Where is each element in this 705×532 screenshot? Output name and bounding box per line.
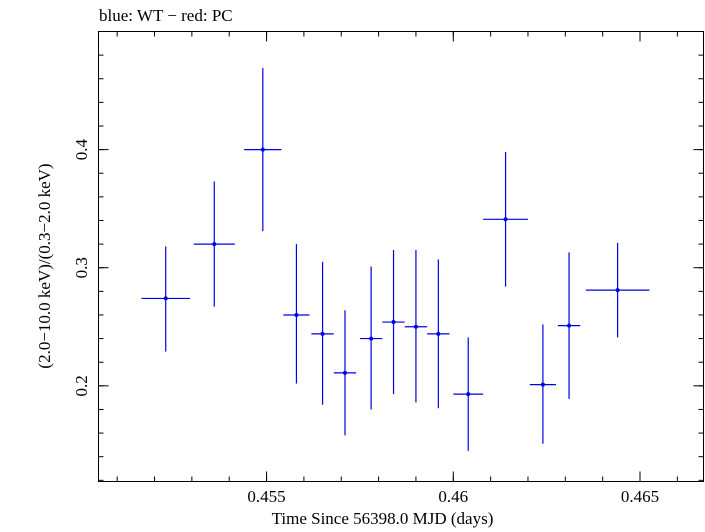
data-marker [294, 312, 299, 317]
data-marker [567, 323, 572, 328]
data-marker [391, 320, 396, 325]
data-marker [436, 331, 441, 336]
data-marks [141, 68, 650, 451]
data-marker [503, 217, 508, 222]
x-tick-label: 0.46 [438, 487, 468, 506]
data-marker [466, 392, 471, 397]
y-tick-label: 0.3 [72, 257, 91, 278]
data-point [453, 337, 484, 451]
data-point [193, 181, 235, 307]
data-point [359, 266, 383, 410]
data-marker [369, 336, 374, 341]
plot-frame [98, 31, 704, 482]
data-marker [342, 370, 347, 375]
data-point [283, 244, 310, 384]
x-tick-label: 0.455 [247, 487, 285, 506]
y-axis-label: (2.0−10.0 keV)/(0.3−2.0 keV) [35, 163, 54, 368]
data-marker [260, 147, 265, 152]
data-point [333, 310, 357, 436]
data-point [557, 252, 581, 399]
x-axis-label: Time Since 56398.0 MJD (days) [271, 509, 494, 528]
x-tick-label: 0.465 [621, 487, 659, 506]
data-marker [163, 296, 168, 301]
axis-ticks: 0.455 0.46 0.465 0.2 0.3 0.4 [72, 31, 704, 506]
y-tick-label: 0.2 [72, 375, 91, 396]
data-point [529, 324, 556, 444]
data-point [141, 246, 190, 352]
data-marker [212, 242, 217, 247]
data-point [427, 259, 450, 409]
data-marker [413, 324, 418, 329]
data-marker [320, 331, 325, 336]
data-marker [540, 382, 545, 387]
data-point [585, 242, 650, 338]
chart-title: blue: WT − red: PC [99, 6, 233, 25]
data-point [311, 261, 334, 405]
data-marker [615, 288, 620, 293]
data-point [404, 250, 428, 403]
data-point [244, 68, 282, 232]
data-point [483, 151, 528, 287]
data-point [382, 250, 405, 395]
y-tick-label: 0.4 [72, 138, 91, 160]
